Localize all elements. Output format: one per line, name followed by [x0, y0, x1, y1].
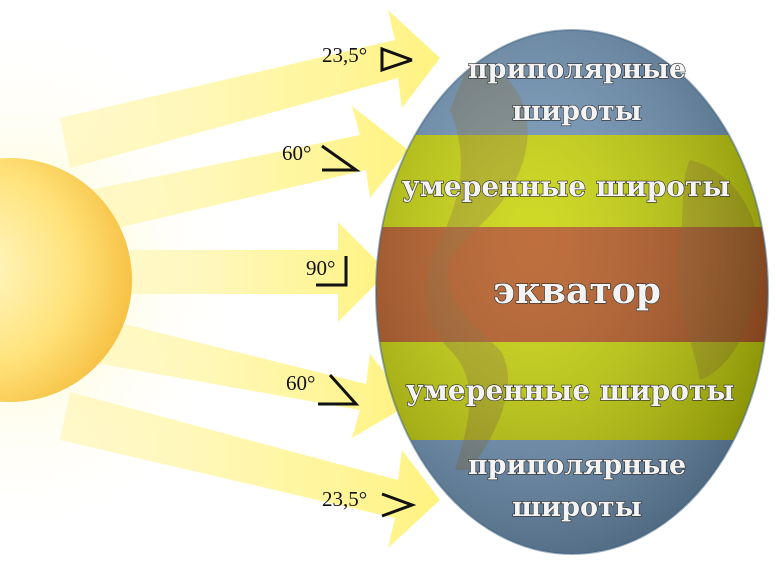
- earth-shading: [376, 30, 768, 554]
- ray-bottom-temperate: [90, 318, 410, 438]
- zone-label-top-temperate: умеренные широты: [402, 170, 731, 203]
- angle-label-bottom-temperate: 60°: [286, 371, 315, 395]
- angle-mark-top-temperate: [321, 144, 361, 172]
- earth-outline: [375, 29, 769, 555]
- angle-mark-bottom-temperate: [318, 373, 360, 406]
- angle-mark-equator: [316, 256, 348, 287]
- ray-top-temperate: [90, 106, 408, 232]
- angle-label-top-polar: 23,5°: [322, 43, 367, 67]
- zone-label-bottom-polar-1: приполярные: [468, 450, 686, 481]
- earth-globe: [376, 30, 768, 554]
- ray-equator: [130, 222, 388, 322]
- zone-label-equator: экватор: [493, 270, 661, 312]
- angle-mark-bottom-polar: [381, 492, 417, 518]
- zone-label-bottom-polar-2: широты: [512, 492, 642, 523]
- ray-bottom-polar: [60, 392, 440, 548]
- sun-icon: [0, 158, 132, 402]
- angle-label-bottom-polar: 23,5°: [322, 487, 367, 511]
- angle-mark-top-polar: [380, 46, 413, 73]
- sun-rays: [60, 10, 440, 548]
- ray-top-polar: [60, 10, 440, 168]
- angle-label-equator: 90°: [306, 256, 335, 280]
- zone-label-top-polar-2: широты: [512, 96, 642, 127]
- zone-label-bottom-temperate: умеренные широты: [406, 374, 735, 407]
- angle-label-top-temperate: 60°: [282, 141, 311, 165]
- zone-label-top-polar-1: приполярные: [468, 54, 686, 85]
